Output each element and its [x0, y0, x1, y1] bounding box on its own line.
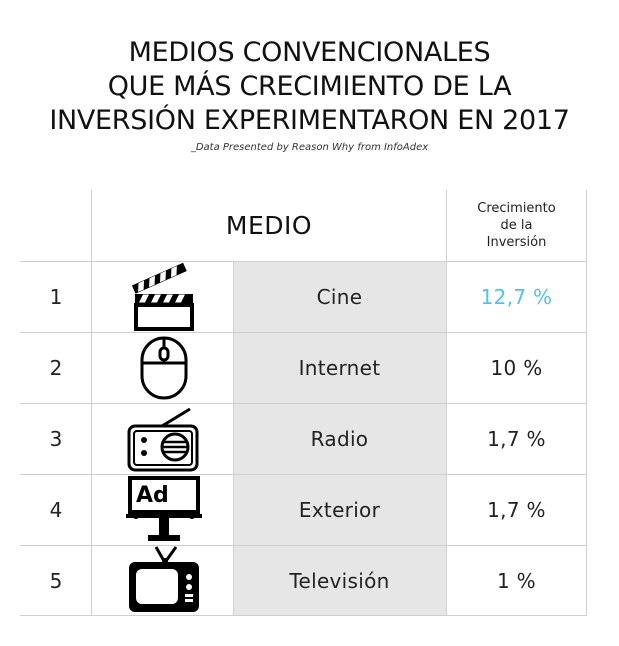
- value-cell: 10 %: [490, 355, 543, 380]
- rank-cell: 3: [49, 426, 63, 451]
- header-crecimiento-line-3: Inversión: [486, 235, 547, 250]
- billboard-text: Ad: [136, 483, 169, 508]
- medio-cell: Radio: [310, 426, 369, 451]
- medio-cell: Cine: [316, 284, 363, 309]
- ranking-table: MEDIO Crecimiento de la Inversión 1: [20, 190, 587, 616]
- radio-icon: [122, 403, 212, 474]
- header-crecimiento-line-1: Crecimiento: [477, 201, 556, 216]
- grid-hline-4: [20, 474, 587, 475]
- grid-hline-5: [20, 545, 587, 546]
- value-cell: 1,7 %: [487, 497, 546, 522]
- rank-cell: 5: [49, 568, 63, 593]
- chart-title: MEDIOS CONVENCIONALES QUE MÁS CRECIMIENT…: [0, 36, 619, 138]
- medio-cell: Internet: [298, 355, 381, 380]
- header-medio: MEDIO: [225, 211, 313, 240]
- table-row: 3 Radio 1,7 %: [20, 403, 587, 474]
- medio-cell: Televisión: [289, 568, 390, 593]
- title-line-3: INVERSIÓN EXPERIMENTARON EN 2017: [49, 105, 570, 136]
- value-cell: 1,7 %: [487, 426, 546, 451]
- table-row: 1: [20, 261, 587, 332]
- table-row: 5 Televisión 1 %: [20, 545, 587, 616]
- grid-hline-1: [20, 261, 587, 262]
- grid-hline-3: [20, 403, 587, 404]
- table-row: 4 Ad Exterior 1,7 %: [20, 474, 587, 545]
- medio-column-background: [233, 261, 446, 616]
- billboard-icon: Ad: [122, 474, 212, 545]
- grid-vline-2: [233, 261, 234, 616]
- table-row: 2 Internet 10 %: [20, 332, 587, 403]
- rank-cell: 2: [49, 355, 63, 380]
- chart-subtitle: _Data Presented by Reason Why from InfoA…: [190, 142, 429, 153]
- grid-hline-6: [20, 615, 587, 616]
- header-crecimiento-line-2: de la: [500, 218, 533, 233]
- header-crecimiento: Crecimiento de la Inversión: [446, 190, 587, 261]
- television-icon: [122, 545, 212, 616]
- mouse-icon: [122, 332, 212, 403]
- value-cell: 1 %: [497, 568, 536, 593]
- value-cell: 12,7 %: [480, 284, 553, 309]
- medio-cell: Exterior: [298, 497, 381, 522]
- rank-cell: 1: [49, 284, 63, 309]
- clapperboard-icon: [122, 261, 212, 332]
- rank-cell: 4: [49, 497, 63, 522]
- grid-hline-2: [20, 332, 587, 333]
- title-line-2: QUE MÁS CRECIMIENTO DE LA: [107, 71, 512, 102]
- title-line-1: MEDIOS CONVENCIONALES: [128, 37, 491, 68]
